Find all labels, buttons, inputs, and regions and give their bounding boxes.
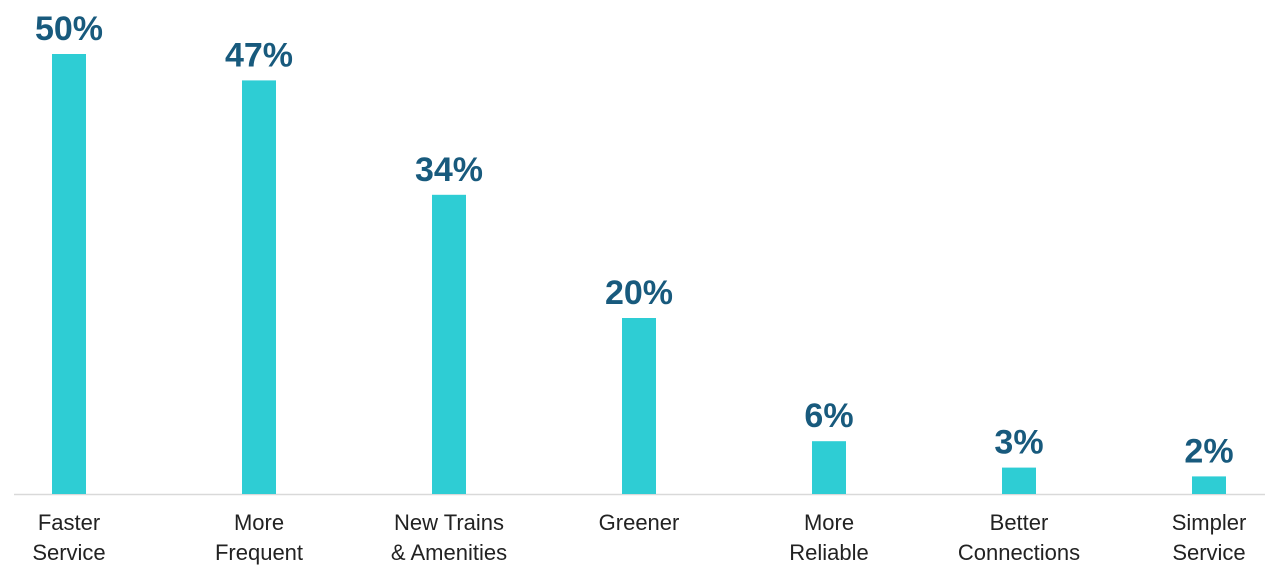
bar (432, 194, 466, 495)
bar-value-label: 6% (804, 397, 853, 435)
bar (812, 441, 846, 494)
category-label: Reliable (789, 540, 869, 565)
bar-value-label: 34% (415, 151, 483, 189)
bar (1002, 467, 1036, 494)
category-label: New Trains (394, 510, 504, 535)
category-label: Connections (958, 540, 1080, 565)
value-labels: 50% 47% 34% 20% 6% 3% 2% (35, 10, 1234, 470)
bar-value-label: 50% (35, 10, 103, 48)
bar (242, 80, 276, 495)
category-label: Greener (599, 510, 680, 535)
bar (1192, 476, 1226, 494)
category-label: Service (32, 540, 105, 565)
category-label: Service (1172, 540, 1245, 565)
category-label: Faster (38, 510, 100, 535)
category-label: & Amenities (391, 540, 507, 565)
bar-value-label: 47% (225, 36, 293, 74)
bar (52, 54, 86, 494)
bar (622, 318, 656, 494)
category-label: Frequent (215, 540, 303, 565)
bar-value-label: 2% (1184, 432, 1233, 470)
category-label: Simpler (1172, 510, 1247, 535)
bar-value-label: 20% (605, 274, 673, 312)
category-labels: Faster Service More Frequent New Trains & Ame… (32, 510, 1246, 565)
category-label: More (234, 510, 284, 535)
category-label: Better (990, 510, 1049, 535)
bar-series (52, 54, 1226, 495)
bar-value-label: 3% (994, 424, 1043, 462)
category-label: More (804, 510, 854, 535)
